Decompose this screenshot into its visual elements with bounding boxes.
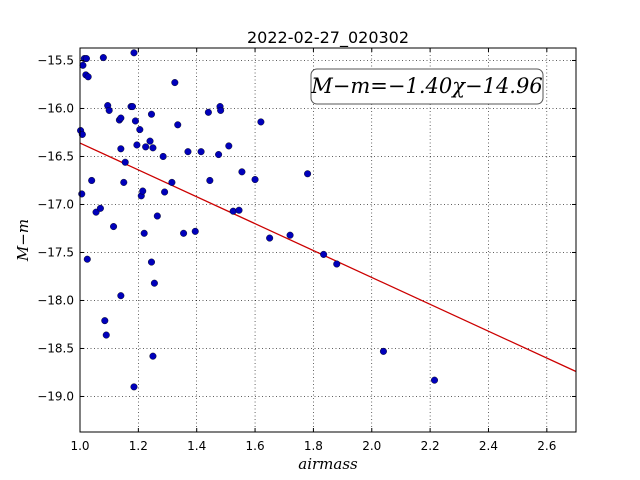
grid-lines — [79, 48, 576, 432]
data-point — [149, 352, 157, 360]
data-point — [149, 144, 157, 152]
y-axis-label: M−m — [14, 219, 32, 262]
y-tick-label: −19.0 — [37, 389, 74, 403]
data-point — [225, 142, 233, 150]
data-point — [266, 234, 274, 242]
fit-line — [79, 142, 577, 373]
data-point — [142, 143, 150, 151]
data-point — [102, 331, 110, 339]
data-point — [99, 54, 107, 62]
data-point — [184, 148, 192, 156]
data-point — [84, 73, 92, 81]
data-point — [257, 118, 265, 126]
data-point — [120, 178, 128, 186]
data-point — [130, 383, 138, 391]
data-point — [140, 229, 148, 237]
data-point — [161, 188, 169, 196]
data-point — [379, 347, 387, 355]
data-points — [77, 49, 438, 391]
annotation-text: M−m=−1.40χ−14.96 — [310, 74, 542, 98]
data-point — [238, 168, 246, 176]
y-tick-label: −16.5 — [37, 149, 74, 163]
data-point — [206, 176, 214, 184]
y-tick-label: −18.5 — [37, 341, 74, 355]
data-point — [229, 207, 237, 215]
data-point — [251, 176, 259, 184]
x-tick-label: 2.0 — [362, 439, 381, 453]
x-tick-label: 2.6 — [537, 439, 556, 453]
data-point — [133, 141, 141, 149]
chart-title: 2022-02-27_020302 — [247, 28, 409, 48]
data-point — [121, 158, 129, 166]
data-point — [117, 292, 125, 300]
fit-annotation: M−m=−1.40χ−14.96 — [310, 68, 544, 105]
data-point — [146, 137, 154, 145]
data-point — [129, 103, 137, 111]
data-point — [204, 108, 212, 116]
data-point — [88, 176, 96, 184]
data-point — [320, 250, 328, 258]
data-point — [430, 376, 438, 384]
data-point — [110, 223, 118, 231]
data-point — [217, 106, 225, 114]
y-tick-label: −16.0 — [37, 101, 74, 115]
x-tick-label: 1.2 — [129, 439, 148, 453]
data-point — [131, 117, 139, 125]
x-tick-label: 1.8 — [304, 439, 323, 453]
x-tick-label: 1.0 — [70, 439, 89, 453]
data-point — [159, 152, 167, 160]
data-point — [117, 145, 125, 153]
x-axis-label: airmass — [298, 455, 358, 473]
data-point — [150, 279, 158, 287]
data-point — [286, 231, 294, 239]
y-tick-label: −17.5 — [37, 245, 74, 259]
data-point — [136, 126, 144, 134]
y-tick-label: −17.0 — [37, 197, 74, 211]
axis-ticks: 1.0 1.2 1.4 1.6 1.8 2.0 2.2 2.4 2.6 −15.5 −16.0 −16… — [37, 48, 576, 453]
data-point — [174, 121, 182, 129]
x-tick-label: 1.4 — [187, 439, 206, 453]
annotation-box — [310, 68, 544, 105]
data-point — [78, 190, 86, 198]
data-point — [117, 114, 125, 122]
data-point — [96, 204, 104, 212]
data-point — [168, 178, 176, 186]
data-point — [197, 148, 205, 156]
data-point — [235, 206, 243, 214]
y-tick-label: −15.5 — [37, 53, 74, 67]
data-point — [105, 106, 113, 114]
y-tick-label: −18.0 — [37, 293, 74, 307]
data-point — [147, 110, 155, 118]
data-point — [215, 151, 223, 159]
data-point — [171, 79, 179, 87]
data-point — [101, 317, 109, 325]
data-point — [147, 258, 155, 266]
data-point — [180, 229, 188, 237]
data-point — [153, 212, 161, 220]
data-point — [79, 61, 87, 69]
data-point — [83, 255, 91, 263]
data-point — [78, 130, 86, 138]
data-point — [82, 55, 90, 63]
x-tick-label: 2.2 — [421, 439, 440, 453]
data-point — [139, 187, 147, 195]
data-point — [191, 227, 199, 235]
data-point — [130, 49, 138, 57]
fit-line-layer — [79, 142, 577, 373]
x-tick-label: 2.4 — [479, 439, 498, 453]
data-point — [333, 260, 341, 268]
data-point — [304, 170, 312, 178]
plot-frame — [79, 47, 577, 433]
x-tick-label: 1.6 — [246, 439, 265, 453]
